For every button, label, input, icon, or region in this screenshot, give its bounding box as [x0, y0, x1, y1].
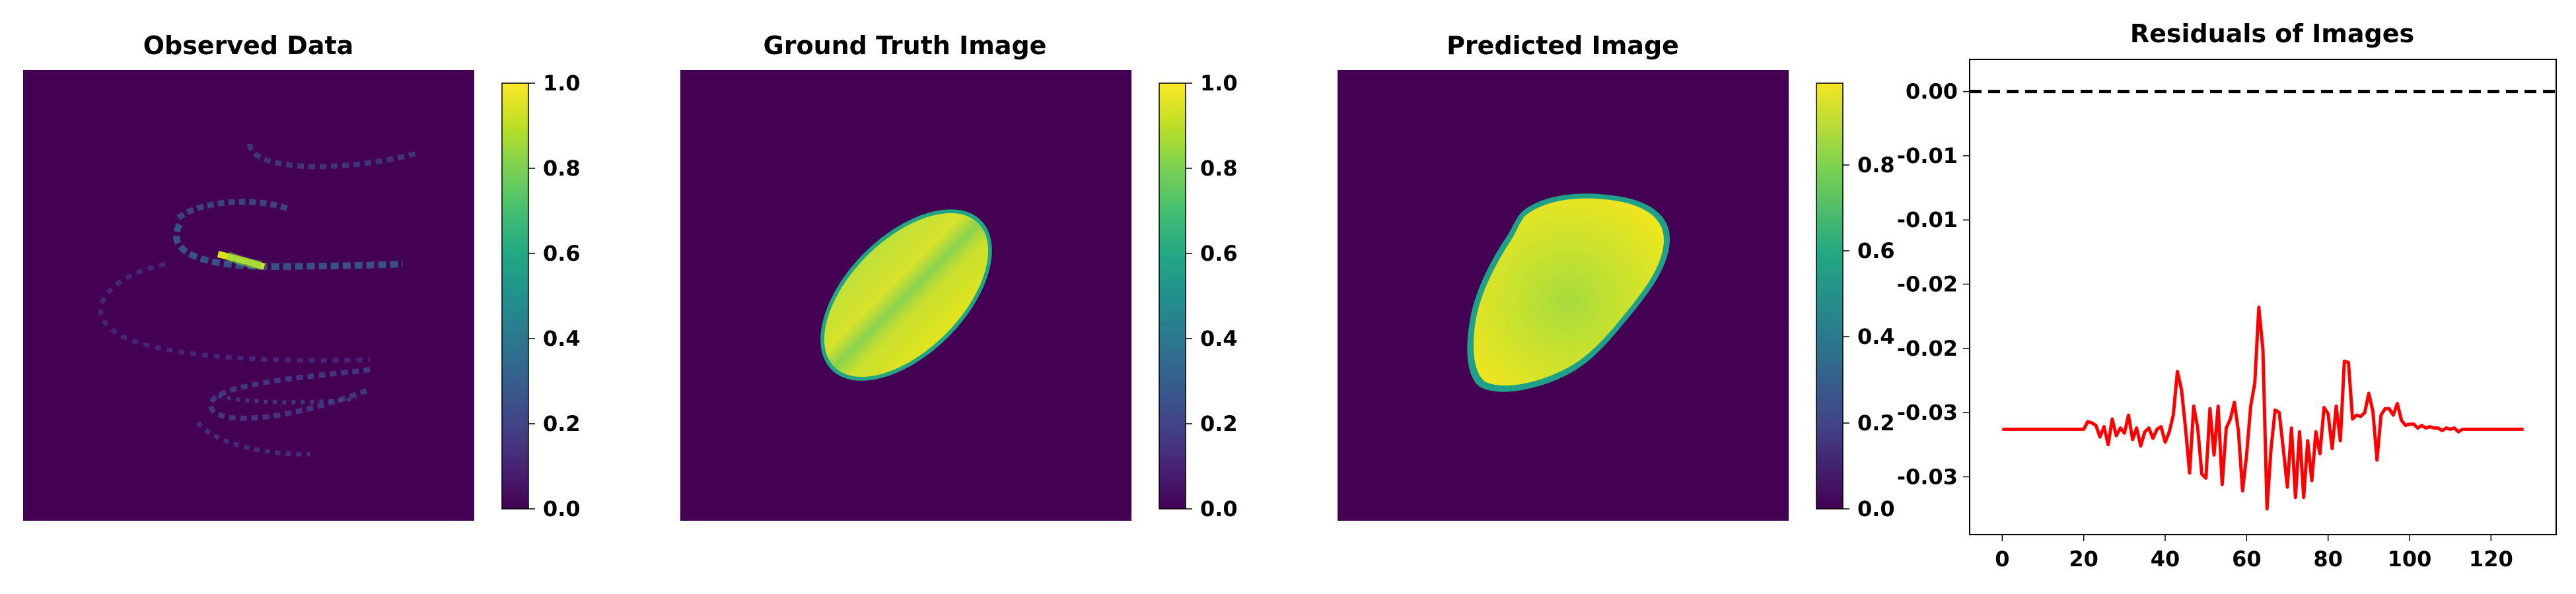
predicted-blob: [1473, 198, 1664, 386]
observed-heatmap: [23, 70, 474, 521]
observed-streak: [176, 199, 292, 220]
colorbar-tick-label: 0.8: [543, 156, 581, 181]
colorbar-tick-label: 0.8: [1857, 152, 1895, 178]
residuals-title: Residuals of Images: [2130, 19, 2414, 48]
colorbar-tick-label: 0.0: [543, 496, 581, 521]
colorbar-tick-label: 0.4: [543, 326, 581, 351]
y-tick-label: -0.01: [1897, 143, 1958, 168]
x-tick-label: 20: [2069, 546, 2098, 572]
x-tick-label: 60: [2232, 546, 2262, 572]
observed-colorbar: [501, 82, 529, 510]
colorbar-tick-label: 0.0: [1857, 496, 1895, 521]
colorbar-tick-label: 0.8: [1200, 156, 1238, 181]
observed-streaks: [98, 143, 419, 457]
predicted-panel: Predicted Image 0.0 0.2 0.4 0.6 0.8: [1338, 31, 1895, 521]
ground-truth-colorbar-ticks: 0.0 0.2 0.4 0.6 0.8 1.0: [1186, 71, 1238, 521]
colorbar-tick-label: 0.0: [1200, 496, 1238, 521]
colorbar-tick-label: 0.6: [1200, 241, 1238, 266]
x-tick-label: 40: [2151, 546, 2180, 572]
y-tick-label: -0.02: [1897, 272, 1958, 297]
ground-truth-colorbar: [1159, 82, 1186, 510]
residuals-plot-area: [1969, 59, 2557, 535]
observed-streak: [208, 367, 371, 421]
x-tick-label: 120: [2469, 546, 2513, 572]
predicted-title: Predicted Image: [1447, 31, 1679, 60]
observed-panel: Observed Data 0.0 0.2 0.4 0.6 0.8: [23, 31, 581, 521]
predicted-colorbar-ticks: 0.0 0.2 0.4 0.6 0.8: [1843, 152, 1895, 521]
x-tick-label: 100: [2388, 546, 2432, 572]
colorbar-tick-label: 0.6: [1857, 238, 1895, 263]
colorbar-tick-label: 0.2: [1200, 411, 1238, 436]
colorbar-tick-label: 1.0: [543, 71, 581, 96]
observed-colorbar-ticks: 0.0 0.2 0.4 0.6 0.8 1.0: [528, 71, 581, 521]
observed-streak: [98, 261, 371, 363]
y-tick-label: -0.01: [1897, 207, 1958, 232]
observed-streak: [217, 394, 357, 405]
colorbar-tick-label: 0.6: [543, 241, 581, 266]
observed-streak: [226, 251, 262, 270]
x-tick-label: 0: [1995, 546, 2009, 572]
residuals-y-axis: 0.00 -0.01 -0.01 -0.02 -0.02 -0.03 -0.03: [1897, 79, 1970, 489]
ground-truth-title: Ground Truth Image: [764, 31, 1047, 60]
x-tick-label: 80: [2313, 546, 2343, 572]
colorbar-tick-label: 0.2: [543, 411, 581, 436]
colorbar-tick-label: 0.4: [1200, 326, 1238, 351]
y-tick-label: -0.03: [1897, 464, 1958, 489]
y-tick-label: -0.03: [1897, 400, 1958, 425]
ground-truth-panel: Ground Truth Image 0.0 0.2 0.4 0.6 0.8 1…: [680, 31, 1238, 521]
residuals-series-line: [2002, 306, 2524, 511]
y-tick-label: -0.02: [1897, 336, 1958, 361]
predicted-colorbar: [1816, 82, 1843, 510]
residuals-panel: Residuals of Images 0.00 -0.01 -0.01 -0.02 -…: [1897, 19, 2557, 572]
ground-truth-ellipse: [824, 213, 989, 378]
observed-streak: [247, 143, 419, 170]
observed-streak: [173, 222, 404, 271]
residuals-x-axis: 0 20 40 60 80 100 120: [1995, 535, 2513, 572]
observed-title: Observed Data: [143, 31, 354, 60]
colorbar-tick-label: 1.0: [1200, 71, 1238, 96]
colorbar-tick-label: 0.2: [1857, 411, 1895, 436]
y-tick-label: 0.00: [1906, 79, 1958, 104]
colorbar-tick-label: 0.4: [1857, 324, 1895, 349]
